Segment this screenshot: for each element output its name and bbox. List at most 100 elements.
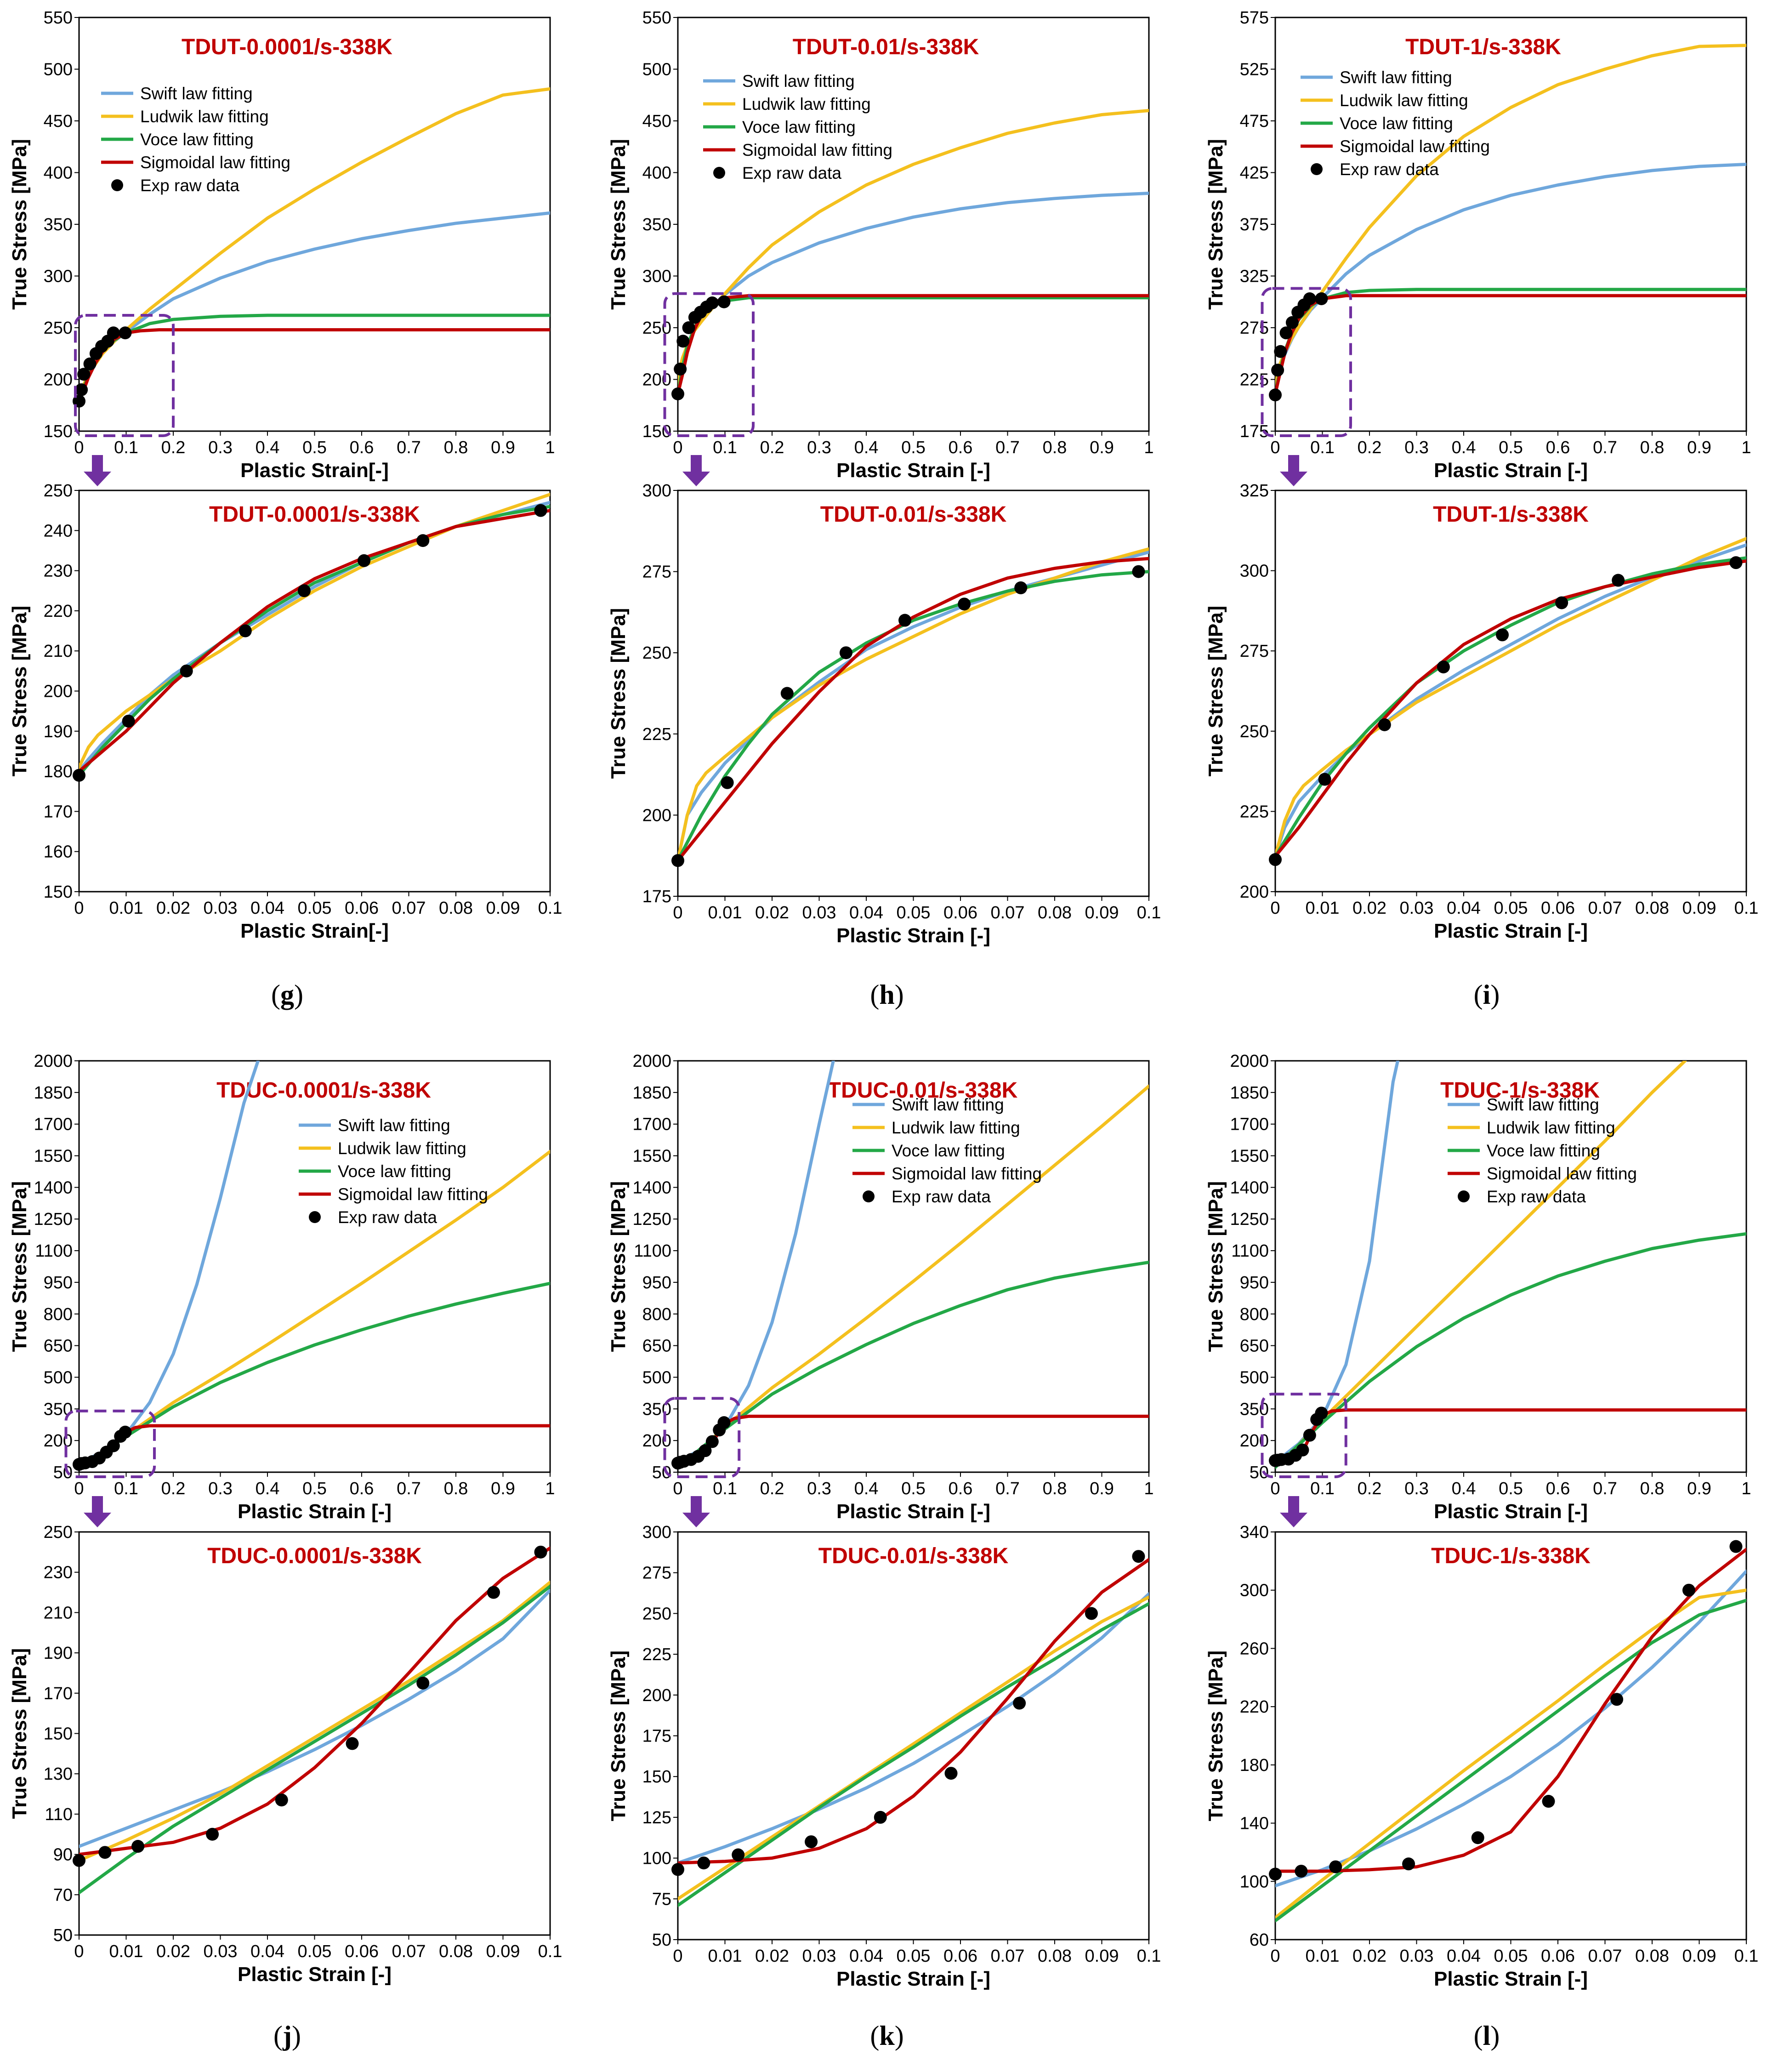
series-line-swift — [79, 1061, 260, 1465]
x-tick-label: 0.06 — [345, 1942, 379, 1961]
series-line-sigmoidal — [79, 1546, 550, 1856]
y-tick-label: 225 — [642, 725, 671, 744]
data-point — [705, 1435, 719, 1448]
x-tick-label: 0.8 — [1640, 1479, 1665, 1498]
zoom-arrow-icon — [1280, 455, 1307, 486]
y-tick-label: 100 — [642, 1849, 671, 1868]
y-tick-label: 1850 — [34, 1083, 73, 1103]
legend-label: Voce law fitting — [338, 1162, 451, 1181]
series-line-swift — [79, 1588, 550, 1848]
y-tick-label: 225 — [1240, 802, 1269, 821]
data-point — [487, 1586, 500, 1599]
series-line-voce — [678, 1260, 1149, 1470]
x-axis-label: Plastic Strain [-] — [1434, 1968, 1588, 1990]
plot-frame — [677, 1531, 1150, 1941]
legend-swatch-exp — [1458, 1190, 1470, 1202]
y-tick-label: 180 — [44, 762, 73, 781]
panel-letter-g: (g) — [271, 979, 303, 1010]
data-point — [73, 768, 85, 782]
x-tick-label: 0.03 — [802, 903, 836, 922]
legend-label: Ludwik law fitting — [140, 107, 269, 126]
data-point — [98, 1846, 112, 1859]
legend-label: Swift law fitting — [892, 1095, 1004, 1114]
series-line-sigmoidal — [79, 509, 550, 773]
data-point — [1132, 1550, 1145, 1563]
data-point — [1402, 1857, 1415, 1871]
data-point — [1318, 773, 1331, 786]
x-tick-label: 0.9 — [491, 438, 515, 457]
plot-frame — [677, 490, 1150, 897]
y-tick-label: 400 — [44, 164, 73, 183]
data-point — [1014, 581, 1028, 594]
y-axis-label: True Stress [MPa] — [607, 1651, 630, 1822]
data-point — [1315, 1406, 1328, 1420]
x-tick-label: 0.3 — [807, 438, 831, 457]
y-tick-label: 60 — [1250, 1930, 1269, 1950]
x-tick-label: 0.6 — [350, 1479, 374, 1498]
y-tick-label: 110 — [45, 1805, 73, 1824]
y-tick-label: 200 — [44, 1431, 73, 1451]
y-tick-label: 650 — [44, 1337, 73, 1356]
x-axis-label: Plastic Strain[-] — [240, 920, 389, 942]
data-point — [682, 321, 695, 334]
x-tick-label: 0.4 — [854, 1479, 879, 1498]
x-tick-label: 0.02 — [1352, 1947, 1386, 1966]
y-tick-label: 275 — [642, 563, 671, 582]
x-tick-label: 0.07 — [392, 899, 426, 918]
x-tick-label: 0.2 — [760, 438, 784, 457]
y-tick-label: 240 — [44, 521, 73, 541]
series-line-sigmoidal — [1275, 1548, 1746, 1873]
series-line-sigmoidal — [79, 1424, 550, 1466]
x-tick-label: 0.1 — [538, 1942, 562, 1961]
legend-label: Sigmoidal law fitting — [140, 153, 290, 172]
data-point — [1271, 364, 1284, 377]
series-line-voce — [79, 505, 550, 777]
y-tick-label: 250 — [642, 1604, 671, 1623]
x-tick-label: 0 — [74, 1479, 84, 1498]
legend-label: Voce law fitting — [1487, 1141, 1600, 1160]
x-tick-label: 0.04 — [1447, 1947, 1481, 1966]
legend-label: Exp raw data — [742, 164, 841, 182]
x-axis-label: Plastic Strain [-] — [836, 924, 990, 947]
chart-title: TDUC-1/s-338K — [1431, 1544, 1591, 1568]
legend-label: Sigmoidal law fitting — [1340, 137, 1490, 156]
x-tick-label: 0.04 — [250, 899, 284, 918]
data-point — [77, 368, 91, 381]
x-tick-label: 0.6 — [1546, 1479, 1570, 1498]
y-tick-label: 325 — [1240, 481, 1269, 501]
x-tick-label: 0.08 — [1635, 1947, 1669, 1966]
x-tick-label: 0.5 — [1499, 1479, 1523, 1498]
y-tick-label: 1550 — [1230, 1147, 1269, 1166]
x-tick-label: 0.09 — [1085, 903, 1119, 922]
y-tick-label: 220 — [44, 602, 73, 621]
data-point — [1296, 1443, 1309, 1457]
y-tick-label: 800 — [44, 1305, 73, 1324]
data-point — [944, 1767, 958, 1780]
chart-k: 5020035050065080095011001250140015501700… — [607, 1052, 1154, 1527]
data-point — [1295, 1865, 1308, 1878]
y-tick-label: 500 — [1240, 1368, 1269, 1387]
x-tick-label: 0.04 — [1447, 899, 1481, 918]
series-line-ludwik — [79, 1581, 550, 1862]
y-tick-label: 175 — [642, 1727, 671, 1746]
y-tick-label: 1400 — [632, 1178, 671, 1197]
x-tick-label: 0.7 — [995, 1479, 1020, 1498]
y-axis-label: True Stress [MPa] — [1205, 1181, 1227, 1352]
y-tick-label: 250 — [1240, 722, 1269, 741]
y-tick-label: 340 — [1240, 1523, 1269, 1542]
data-point — [671, 387, 684, 400]
y-axis-label: True Stress [MPa] — [8, 606, 31, 777]
data-point — [358, 554, 371, 567]
x-tick-label: 0.6 — [1546, 438, 1570, 457]
legend-label: Voce law fitting — [892, 1141, 1005, 1160]
legend-label: Ludwik law fitting — [1340, 91, 1468, 110]
data-point — [1269, 1867, 1282, 1881]
x-tick-label: 0.4 — [256, 1479, 280, 1498]
y-axis-label: True Stress [MPa] — [8, 1181, 31, 1352]
series-line-swift — [678, 1592, 1149, 1865]
y-tick-label: 325 — [1240, 267, 1269, 286]
y-tick-label: 250 — [642, 319, 671, 338]
x-tick-label: 0.06 — [1541, 899, 1575, 918]
y-tick-label: 575 — [1240, 8, 1269, 28]
